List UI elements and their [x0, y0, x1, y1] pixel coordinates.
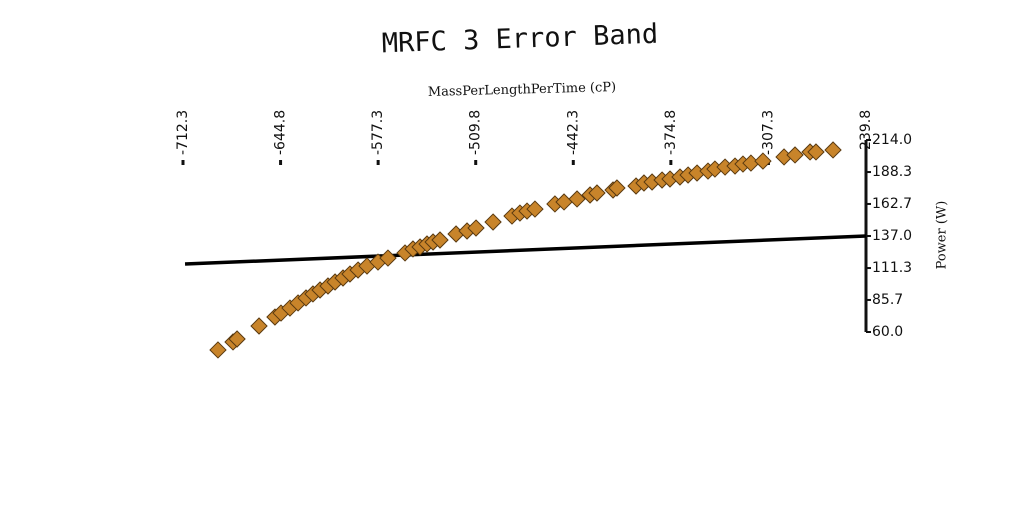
point — [754, 152, 772, 170]
chart-title: MRFC 3 Error Band — [381, 19, 658, 60]
y-axis-label: Power (W) — [935, 201, 950, 270]
y-tick-label: 214.0 — [872, 132, 912, 148]
x-axis-label: MassPerLengthPerTime (cP) — [428, 80, 617, 100]
y-tick-label: 85.7 — [872, 292, 903, 308]
x-tick-label: -509.8 — [468, 110, 484, 155]
point — [484, 213, 502, 231]
x-tick-label: -374.8 — [663, 110, 679, 155]
y-tick-label: 162.7 — [872, 196, 912, 212]
x-tick-label: -712.3 — [175, 110, 191, 155]
line — [184, 234, 867, 266]
point — [467, 219, 485, 237]
x-tick-label: -442.3 — [565, 110, 581, 155]
x-tick-label: -239.8 — [858, 110, 874, 155]
x-tick-label: -644.8 — [273, 110, 289, 155]
point — [786, 146, 804, 164]
point — [824, 141, 842, 159]
y-tick-label: 188.3 — [872, 164, 912, 180]
point — [250, 317, 268, 335]
point — [608, 179, 626, 197]
x-tick-label: -577.3 — [370, 110, 386, 155]
point — [209, 341, 227, 359]
point — [431, 231, 449, 249]
point — [807, 143, 825, 161]
point — [526, 200, 544, 218]
point — [379, 249, 397, 267]
y-tick-label: 60.0 — [872, 324, 903, 340]
point — [588, 184, 606, 202]
point — [228, 330, 246, 348]
x-tick-label: -307.3 — [760, 110, 776, 155]
point — [568, 190, 586, 208]
y-tick-label: 137.0 — [872, 228, 912, 244]
y-tick-label: 111.3 — [872, 260, 912, 276]
